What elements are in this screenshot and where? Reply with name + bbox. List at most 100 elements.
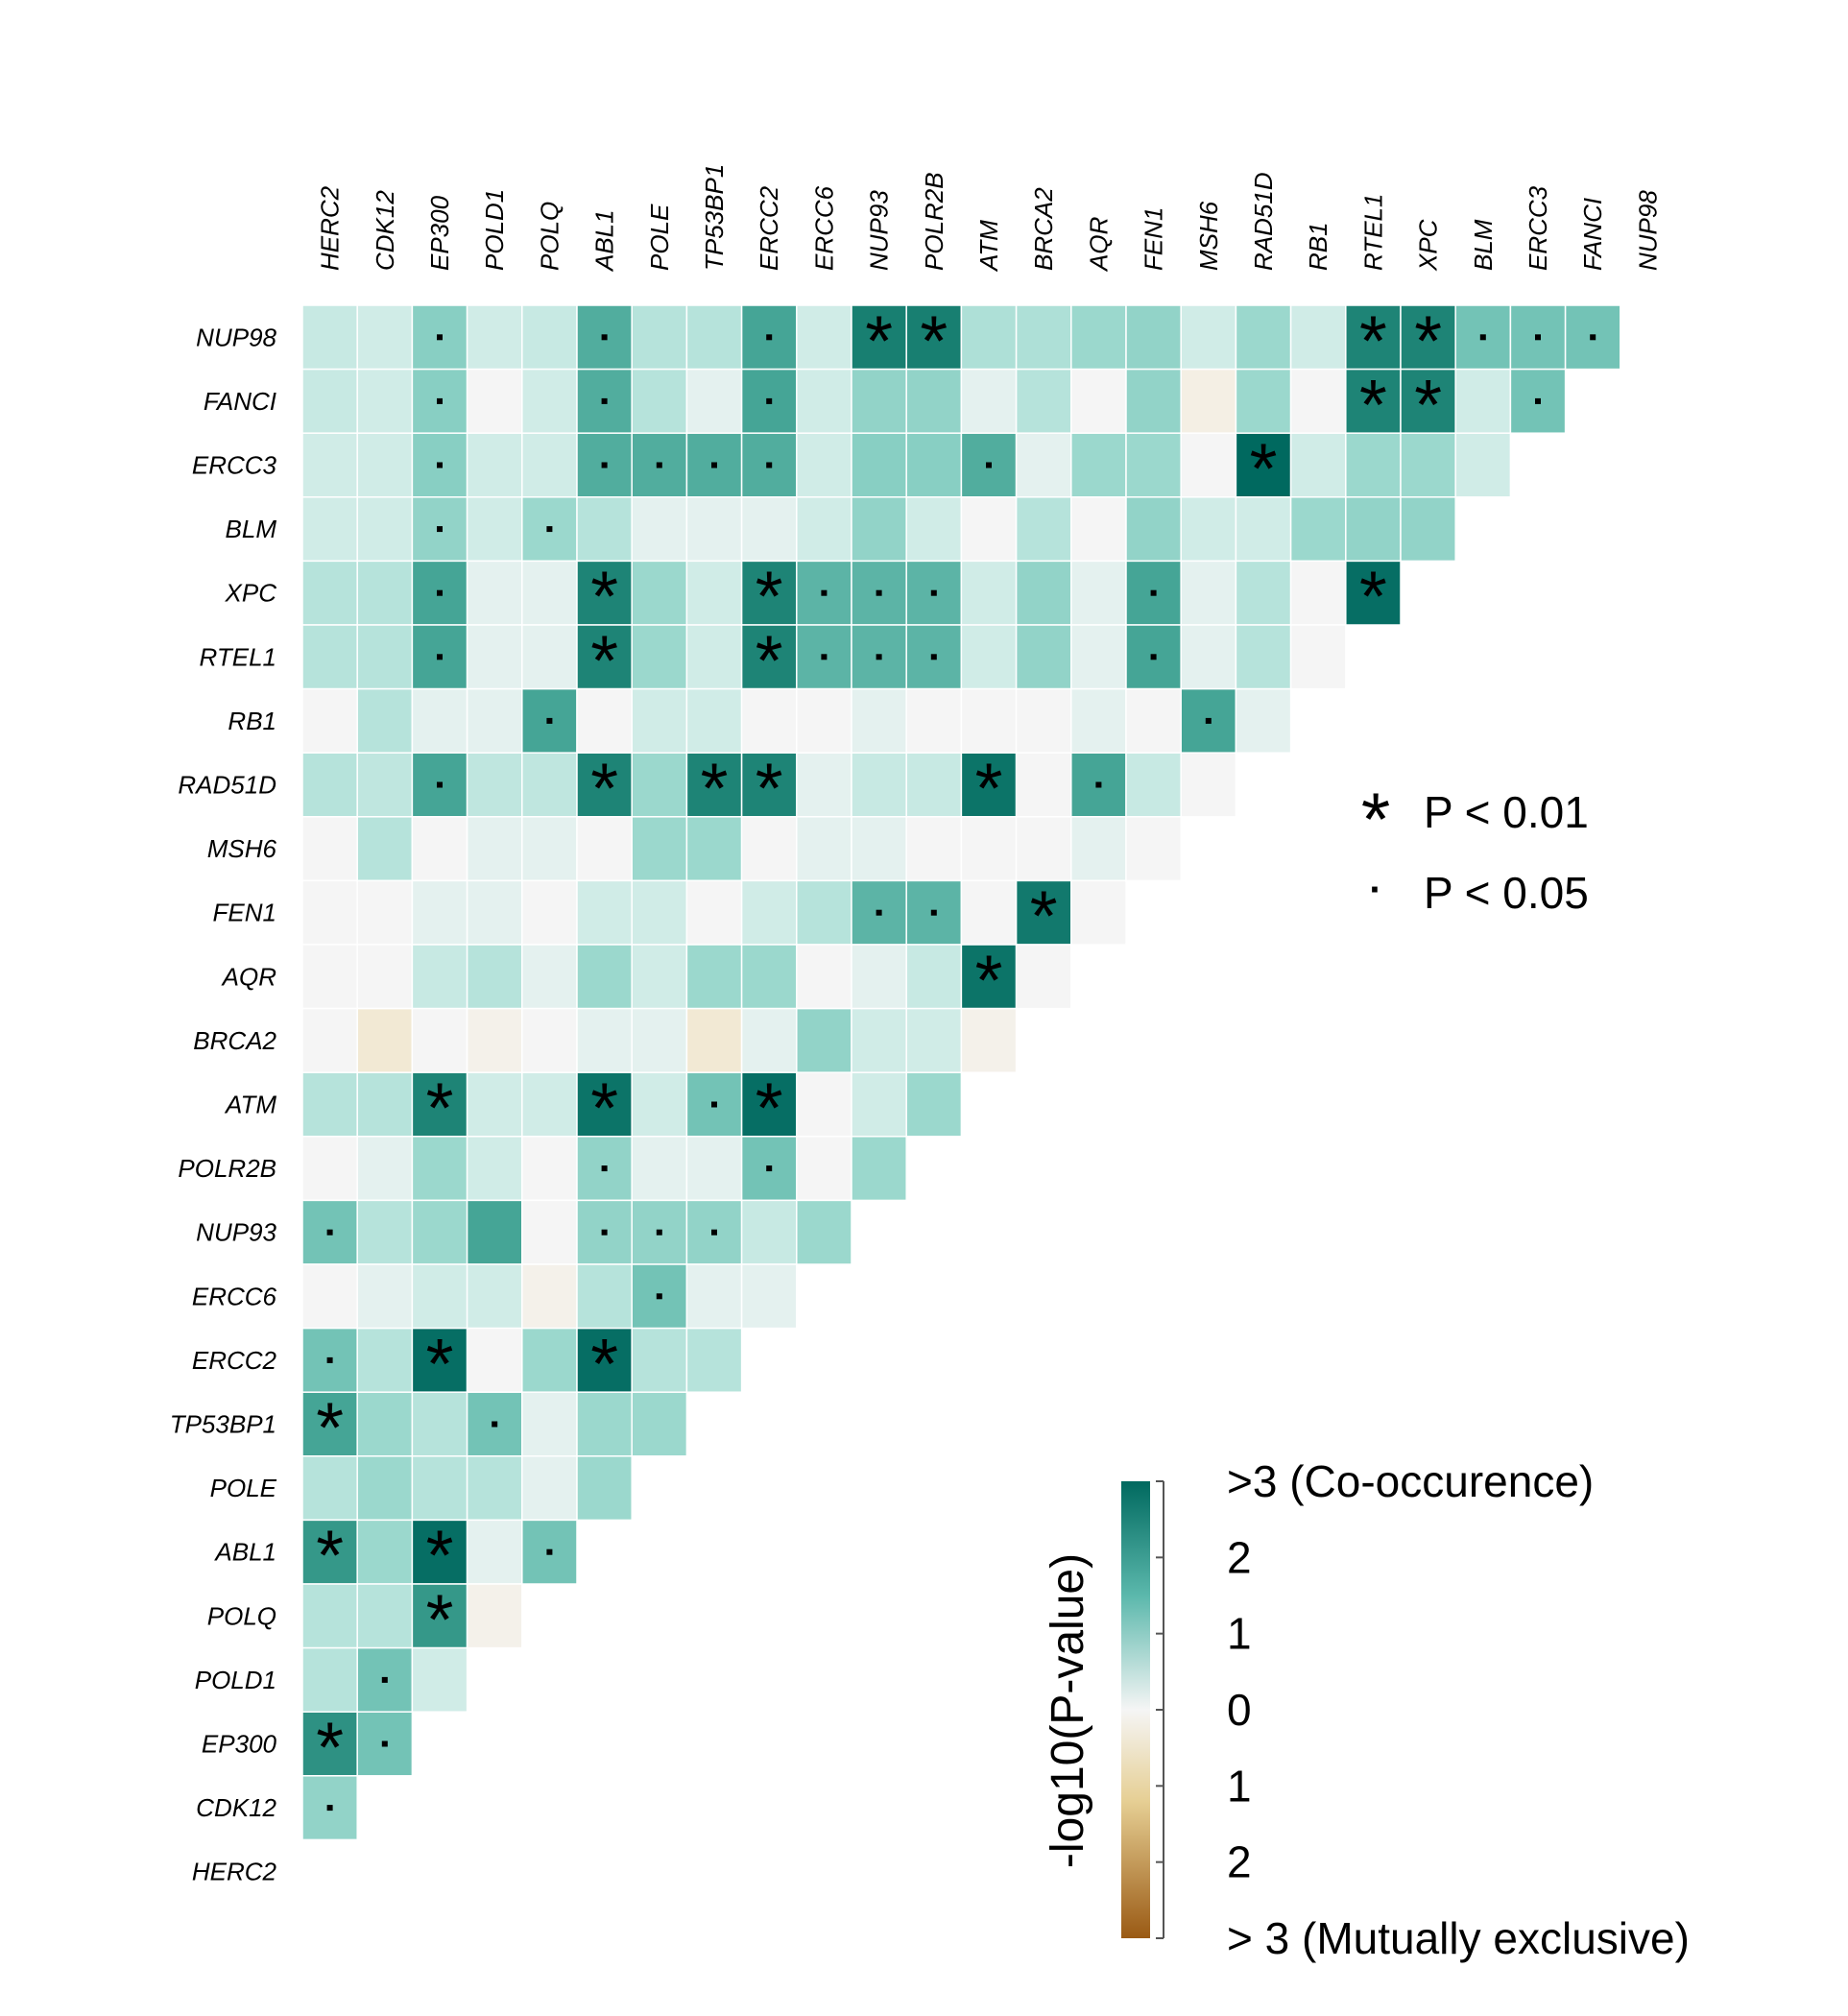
significance-dot	[1590, 334, 1596, 341]
significance-dot	[656, 462, 662, 468]
heatmap-cell	[356, 560, 414, 626]
heatmap-cell	[576, 1071, 633, 1138]
significance-dot	[766, 397, 773, 404]
heatmap-cell	[466, 1263, 523, 1330]
significance-dot	[437, 462, 443, 468]
heatmap-cell	[1235, 560, 1292, 626]
heatmap-cell	[1125, 496, 1182, 563]
significance-dot	[1150, 589, 1157, 596]
heatmap-cell	[411, 1519, 468, 1585]
significance-dot	[326, 1805, 333, 1812]
significance-dot	[381, 1676, 388, 1683]
row-label-cdk12: CDK12	[196, 1793, 276, 1822]
heatmap-cell	[466, 304, 523, 371]
heatmap-cell	[1180, 752, 1237, 818]
heatmap-cell	[796, 304, 852, 371]
heatmap-cell	[411, 1263, 468, 1330]
column-label-msh6: MSH6	[1194, 201, 1223, 271]
significance-dot	[326, 1229, 333, 1236]
heatmap-cell	[631, 1391, 688, 1457]
heatmap-cell	[301, 1263, 358, 1330]
heatmap-cell	[466, 432, 523, 498]
heatmap-cell	[356, 1007, 414, 1073]
row-label-aqr: AQR	[221, 962, 276, 991]
heatmap-cell	[356, 1455, 414, 1522]
heatmap-cell	[356, 687, 414, 754]
heatmap-cell	[576, 944, 633, 1010]
significance-dot	[492, 1421, 498, 1428]
heatmap-cell	[356, 1263, 414, 1330]
heatmap-cell	[411, 1391, 468, 1457]
significance-dot	[930, 909, 937, 916]
significance-dot	[930, 589, 937, 596]
heatmap-cell	[576, 496, 633, 563]
heatmap-cell	[411, 1007, 468, 1073]
heatmap-cell	[1289, 432, 1347, 498]
heatmap-cell	[905, 432, 963, 498]
significance-star: *	[426, 1516, 454, 1596]
significance-star: *	[426, 1579, 454, 1659]
significance-star: *	[1030, 876, 1058, 956]
heatmap-cell	[466, 624, 523, 690]
heatmap-cell	[521, 368, 578, 434]
heatmap-cell	[905, 496, 963, 563]
significance-star: *	[1414, 300, 1442, 380]
heatmap-cell	[1235, 624, 1292, 690]
significance-star: *	[426, 1324, 454, 1404]
heatmap-cell	[521, 624, 578, 690]
heatmap-cell	[466, 687, 523, 754]
heatmap-cell	[685, 496, 743, 563]
significance-dot	[656, 1229, 662, 1236]
heatmap-cell	[1235, 304, 1292, 371]
heatmap-cell	[960, 879, 1018, 946]
heatmap-cell	[356, 304, 414, 371]
heatmap-cell	[301, 368, 358, 434]
heatmap-cell	[1015, 560, 1072, 626]
heatmap-cell	[576, 752, 633, 818]
heatmap-cell	[1125, 687, 1182, 754]
row-label-ercc2: ERCC2	[192, 1346, 277, 1375]
heatmap-cell	[740, 1071, 798, 1138]
heatmap-cell	[631, 879, 688, 946]
heatmap-cell	[576, 1263, 633, 1330]
row-label-atm: ATM	[224, 1091, 276, 1119]
heatmap-cell	[411, 1646, 468, 1713]
column-label-nup93: NUP93	[865, 190, 894, 271]
heatmap-cell	[960, 496, 1018, 563]
row-label-tp53bp1: TP53BP1	[170, 1410, 276, 1439]
column-label-atm: ATM	[974, 220, 1003, 273]
heatmap-cell	[301, 1007, 358, 1073]
column-label-pole: POLE	[645, 204, 674, 271]
heatmap-cell	[356, 1391, 414, 1457]
row-label-fanci: FANCI	[204, 387, 276, 416]
heatmap-cell	[576, 687, 633, 754]
heatmap-cell	[1070, 496, 1127, 563]
heatmap-cell	[1070, 432, 1127, 498]
significance-dot	[601, 397, 608, 404]
row-label-pole: POLE	[210, 1474, 277, 1502]
heatmap-cell	[631, 624, 688, 690]
significance-star: *	[756, 557, 783, 636]
heatmap-cell	[960, 560, 1018, 626]
column-label-brca2: BRCA2	[1029, 187, 1058, 271]
significance-dot	[437, 334, 443, 341]
column-label-aqr: AQR	[1084, 217, 1113, 273]
column-label-ercc6: ERCC6	[809, 185, 838, 271]
heatmap-cell	[851, 432, 907, 498]
heatmap-cell	[1125, 432, 1182, 498]
heatmap-cell	[1289, 624, 1347, 690]
heatmap-cell	[521, 752, 578, 818]
heatmap-cell	[1070, 560, 1127, 626]
heatmap-cell	[301, 1583, 358, 1649]
heatmap-cell	[1070, 304, 1127, 371]
column-label-ercc3: ERCC3	[1524, 185, 1552, 271]
heatmap-cell	[1015, 496, 1072, 563]
significance-star: *	[756, 620, 783, 700]
heatmap-cell	[631, 752, 688, 818]
heatmap-cell	[301, 1391, 358, 1457]
colorbar: >3 (Co-occurence) 2 1 0 1 2 > 3 (Mutually excl…	[1043, 1456, 1690, 1963]
column-label-polr2b: POLR2B	[920, 172, 948, 271]
heatmap-cell	[301, 1455, 358, 1522]
heatmap-cell	[905, 1007, 963, 1073]
heatmap-cell	[356, 1327, 414, 1393]
